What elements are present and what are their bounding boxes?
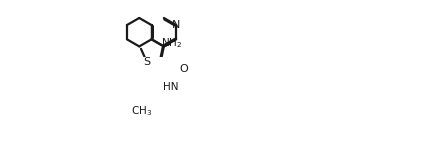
Text: NH$_2$: NH$_2$ [161,36,182,50]
Text: N: N [172,20,180,30]
Text: HN: HN [163,82,178,92]
Text: O: O [179,64,188,74]
Text: CH$_3$: CH$_3$ [130,104,152,118]
Text: S: S [144,57,151,67]
